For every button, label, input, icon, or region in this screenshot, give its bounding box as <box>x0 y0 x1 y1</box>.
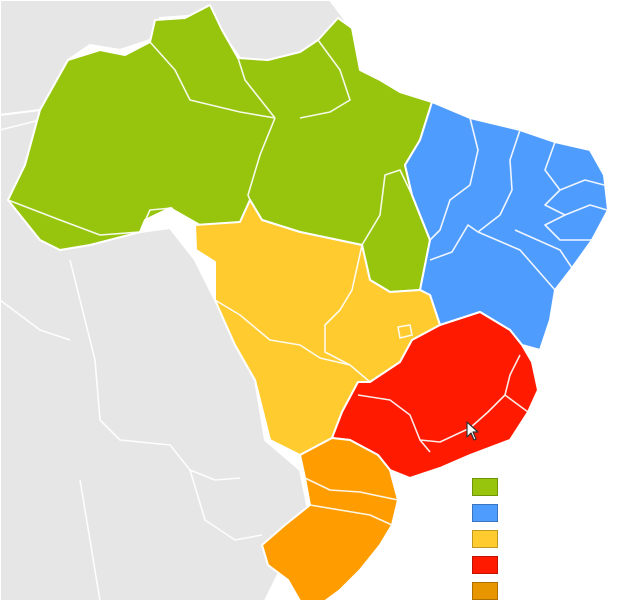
northeast-state-borders <box>429 117 608 291</box>
map-legend <box>472 478 498 608</box>
neighbor-border-3 <box>0 299 71 341</box>
legend-swatch-center-west <box>472 530 498 548</box>
legend-swatch-south <box>472 582 498 600</box>
legend-swatch-north <box>472 478 498 496</box>
center-west-state-borders <box>214 244 413 383</box>
south-state-borders <box>304 477 399 526</box>
southeast-region-shape[interactable] <box>331 311 539 479</box>
neighbor-border-2 <box>69 259 241 481</box>
legend-swatch-northeast <box>472 504 498 522</box>
northeast-region-shape[interactable] <box>404 101 609 351</box>
region-southeast[interactable] <box>331 311 539 479</box>
neighbor-border-4 <box>79 479 101 601</box>
region-northeast[interactable] <box>404 101 609 351</box>
legend-swatch-southeast <box>472 556 498 574</box>
region-south[interactable] <box>261 437 399 601</box>
arrow-pointer-icon <box>466 421 479 441</box>
region-north[interactable] <box>7 4 433 301</box>
north-state-borders <box>7 39 413 301</box>
neighbor-border-5 <box>189 469 263 541</box>
